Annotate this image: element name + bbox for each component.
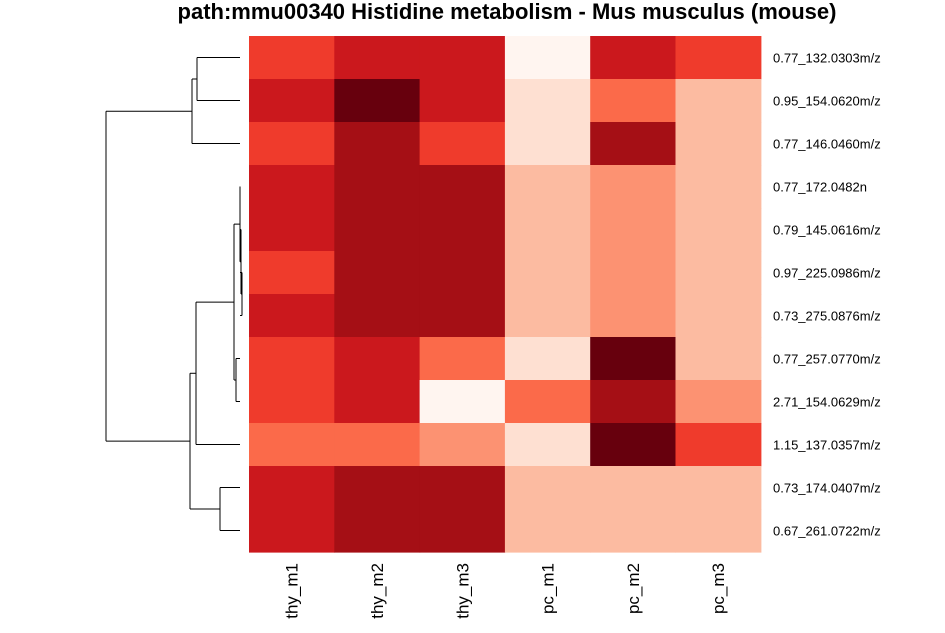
heatmap-cell-thy_m3-8 xyxy=(419,337,506,381)
heatmap-cell-thy_m3-1 xyxy=(419,36,506,80)
heatmap-cell-thy_m2-1 xyxy=(334,36,421,80)
heatmap-cell-pc_m1-4 xyxy=(504,165,591,209)
heatmap-cell-thy_m2-4 xyxy=(334,165,421,209)
row-label: 2.71_154.0629m/z xyxy=(773,395,881,410)
row-label: 1.15_137.0357m/z xyxy=(773,438,881,453)
heatmap-cell-pc_m1-1 xyxy=(504,36,591,80)
column-label: pc_m1 xyxy=(539,563,558,614)
heatmap-cell-pc_m3-9 xyxy=(675,380,762,424)
row-label: 0.67_261.0722m/z xyxy=(773,524,881,539)
heatmap-cell-thy_m3-6 xyxy=(419,251,506,295)
heatmap-cell-pc_m2-6 xyxy=(590,251,677,295)
heatmap-cell-thy_m1-6 xyxy=(249,251,335,295)
row-labels: 0.77_132.0303m/z 0.95_154.0620m/z 0.77_146… xyxy=(773,51,881,539)
heatmap-cell-thy_m2-11 xyxy=(334,466,421,510)
row-label: 0.79_145.0616m/z xyxy=(773,223,881,238)
column-label: thy_m1 xyxy=(283,563,302,619)
heatmap-cell-pc_m2-4 xyxy=(590,165,677,209)
heatmap-cell-pc_m3-4 xyxy=(675,165,762,209)
column-label: pc_m2 xyxy=(624,563,643,614)
heatmap-cell-pc_m2-10 xyxy=(590,423,677,467)
heatmap-cells xyxy=(249,36,762,553)
heatmap-cell-pc_m2-7 xyxy=(590,294,677,338)
heatmap-cell-thy_m3-10 xyxy=(419,423,506,467)
heatmap-cell-thy_m2-3 xyxy=(334,122,421,166)
heatmap-cell-pc_m3-6 xyxy=(675,251,762,295)
heatmap-cell-thy_m1-4 xyxy=(249,165,335,209)
heatmap-cell-thy_m1-5 xyxy=(249,208,335,252)
row-label: 0.77_172.0482n xyxy=(773,180,867,195)
row-label: 0.73_275.0876m/z xyxy=(773,309,881,324)
heatmap-cell-thy_m3-3 xyxy=(419,122,506,166)
heatmap-cell-pc_m1-5 xyxy=(504,208,591,252)
column-label: pc_m3 xyxy=(709,563,728,614)
column-labels: thy_m1 thy_m2 thy_m3 pc_m1 pc_m2 pc_m3 xyxy=(283,563,729,619)
column-label: thy_m2 xyxy=(368,563,387,619)
heatmap-cell-pc_m1-8 xyxy=(504,337,591,381)
heatmap-cell-pc_m3-10 xyxy=(675,423,762,467)
heatmap-cell-pc_m1-11 xyxy=(504,466,591,510)
heatmap-cell-pc_m2-9 xyxy=(590,380,677,424)
row-label: 0.77_132.0303m/z xyxy=(773,51,881,66)
heatmap-cell-thy_m1-10 xyxy=(249,423,335,467)
chart-title: path:mmu00340 Histidine metabolism - Mus… xyxy=(177,0,837,24)
heatmap-cell-thy_m3-7 xyxy=(419,294,506,338)
heatmap-cell-thy_m2-7 xyxy=(334,294,421,338)
heatmap-cell-pc_m3-11 xyxy=(675,466,762,510)
heatmap-cell-pc_m3-5 xyxy=(675,208,762,252)
heatmap-cell-pc_m2-3 xyxy=(590,122,677,166)
heatmap-cell-thy_m3-12 xyxy=(419,509,506,553)
heatmap-cell-pc_m3-8 xyxy=(675,337,762,381)
heatmap-cell-thy_m2-12 xyxy=(334,509,421,553)
heatmap-cell-pc_m2-8 xyxy=(590,337,677,381)
heatmap-cell-thy_m2-5 xyxy=(334,208,421,252)
row-dendrogram xyxy=(105,57,243,531)
heatmap-cell-pc_m3-12 xyxy=(675,509,762,553)
heatmap-cell-pc_m1-9 xyxy=(504,380,591,424)
heatmap-cell-pc_m2-5 xyxy=(590,208,677,252)
heatmap-cell-thy_m3-11 xyxy=(419,466,506,510)
heatmap-cell-thy_m3-2 xyxy=(419,79,506,123)
heatmap-cell-pc_m1-12 xyxy=(504,509,591,553)
row-label: 0.97_225.0986m/z xyxy=(773,266,881,281)
heatmap-cell-pc_m1-2 xyxy=(504,79,591,123)
heatmap-cell-pc_m1-7 xyxy=(504,294,591,338)
heatmap-cell-pc_m1-3 xyxy=(504,122,591,166)
heatmap-cell-thy_m1-11 xyxy=(249,466,335,510)
heatmap-cell-thy_m3-5 xyxy=(419,208,506,252)
heatmap-cell-thy_m1-2 xyxy=(249,79,335,123)
heatmap-cell-thy_m1-3 xyxy=(249,122,335,166)
heatmap-cell-pc_m1-6 xyxy=(504,251,591,295)
heatmap-cell-thy_m1-9 xyxy=(249,380,335,424)
row-label: 0.95_154.0620m/z xyxy=(773,94,881,109)
heatmap-cell-pc_m1-10 xyxy=(504,423,591,467)
row-label: 0.73_174.0407m/z xyxy=(773,481,881,496)
heatmap-cell-pc_m2-2 xyxy=(590,79,677,123)
heatmap-cell-thy_m2-9 xyxy=(334,380,421,424)
heatmap-cell-pc_m3-1 xyxy=(675,36,762,80)
row-label: 0.77_146.0460m/z xyxy=(773,137,881,152)
heatmap-cell-thy_m1-8 xyxy=(249,337,335,381)
heatmap-cell-thy_m2-6 xyxy=(334,251,421,295)
heatmap-cell-pc_m3-3 xyxy=(675,122,762,166)
heatmap-cell-thy_m1-7 xyxy=(249,294,335,338)
heatmap-cell-pc_m3-2 xyxy=(675,79,762,123)
heatmap-cell-pc_m2-11 xyxy=(590,466,677,510)
row-label: 0.77_257.0770m/z xyxy=(773,352,881,367)
heatmap-cell-thy_m1-12 xyxy=(249,509,335,553)
heatmap-cell-pc_m3-7 xyxy=(675,294,762,338)
heatmap-cell-thy_m1-1 xyxy=(249,36,335,80)
heatmap-cell-thy_m2-10 xyxy=(334,423,421,467)
heatmap-cell-pc_m2-12 xyxy=(590,509,677,553)
heatmap-cell-thy_m3-4 xyxy=(419,165,506,209)
heatmap-cell-pc_m2-1 xyxy=(590,36,677,80)
column-label: thy_m3 xyxy=(453,563,472,619)
heatmap-cell-thy_m2-2 xyxy=(334,79,421,123)
heatmap-cell-thy_m2-8 xyxy=(334,337,421,381)
heatmap-cell-thy_m3-9 xyxy=(419,380,506,424)
